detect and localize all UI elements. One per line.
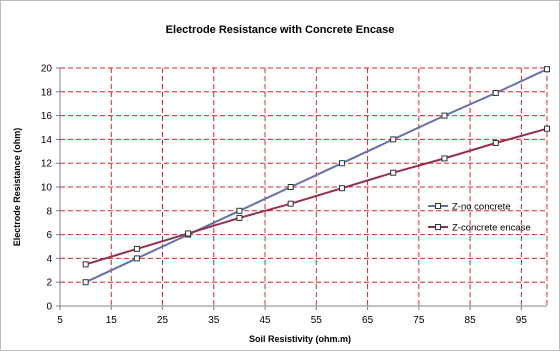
y-tick-label: 6 [46,230,52,241]
x-tick-label: 65 [362,315,374,326]
data-point-z-concrete-encase [338,185,345,192]
series-line-z-concrete-encase [85,127,548,266]
axes [56,67,547,310]
data-point-z-concrete-encase [287,200,294,207]
x-tick-label: 45 [259,315,271,326]
chart-title: Electrode Resistance with Concrete Encas… [166,24,395,36]
y-tick-label: 2 [46,278,52,289]
x-tick-label: 75 [413,315,425,326]
y-tick-label: 10 [41,183,53,194]
data-point-z-concrete-encase [390,169,397,176]
legend-marker [435,203,441,209]
y-tick-label: 14 [41,135,53,146]
y-tick-label: 0 [46,302,52,313]
data-point-z-no-concrete [441,112,448,119]
y-axis-title: Electrode Resistance (ohm) [12,128,22,247]
data-point-z-no-concrete [236,207,243,214]
data-point-z-concrete-encase [133,245,140,252]
y-tick-label: 18 [41,87,53,98]
y-tick-label: 16 [41,111,53,122]
data-point-z-concrete-encase [236,214,243,221]
x-axis-title: Soil Resistivity (ohm.m) [249,334,351,344]
x-tick-labels: 5 15 25 35 45 55 65 75 85 95 [57,315,527,326]
grid-lines [60,67,548,306]
series-lines [82,66,550,286]
data-point-z-concrete-encase [185,230,192,237]
data-point-z-concrete-encase [441,155,448,162]
x-tick-label: 85 [465,315,477,326]
data-point-z-no-concrete [390,136,397,143]
x-tick-label: 55 [311,315,323,326]
data-point-z-no-concrete [287,184,294,190]
data-point-z-no-concrete [133,255,140,262]
series-line-z-no-concrete [85,68,548,284]
x-tick-label: 25 [157,315,169,326]
x-tick-label: 5 [57,315,63,326]
data-point-z-concrete-encase [82,261,89,268]
y-tick-label: 4 [46,254,52,265]
y-tick-label: 20 [41,64,53,75]
data-point-z-no-concrete [338,160,345,167]
x-tick-label: 15 [106,315,118,326]
y-tick-label: 8 [46,206,52,217]
data-point-z-concrete-encase [492,139,499,146]
y-tick-label: 12 [41,159,53,170]
legend-label: Z-no concrete [452,202,511,213]
data-point-z-no-concrete [544,66,550,73]
legend-marker [435,224,441,230]
data-point-z-concrete-encase [544,125,550,132]
x-tick-label: 35 [208,315,220,326]
y-tick-labels: 0 2 4 6 8 10 12 14 16 18 20 [41,64,53,313]
legend-label: Z-concrete encase [452,223,531,234]
x-tick-label: 95 [516,315,528,326]
legend: Z-no concrete Z-concrete encase [428,202,531,234]
data-point-z-no-concrete [492,89,499,96]
data-point-z-no-concrete [82,279,89,286]
